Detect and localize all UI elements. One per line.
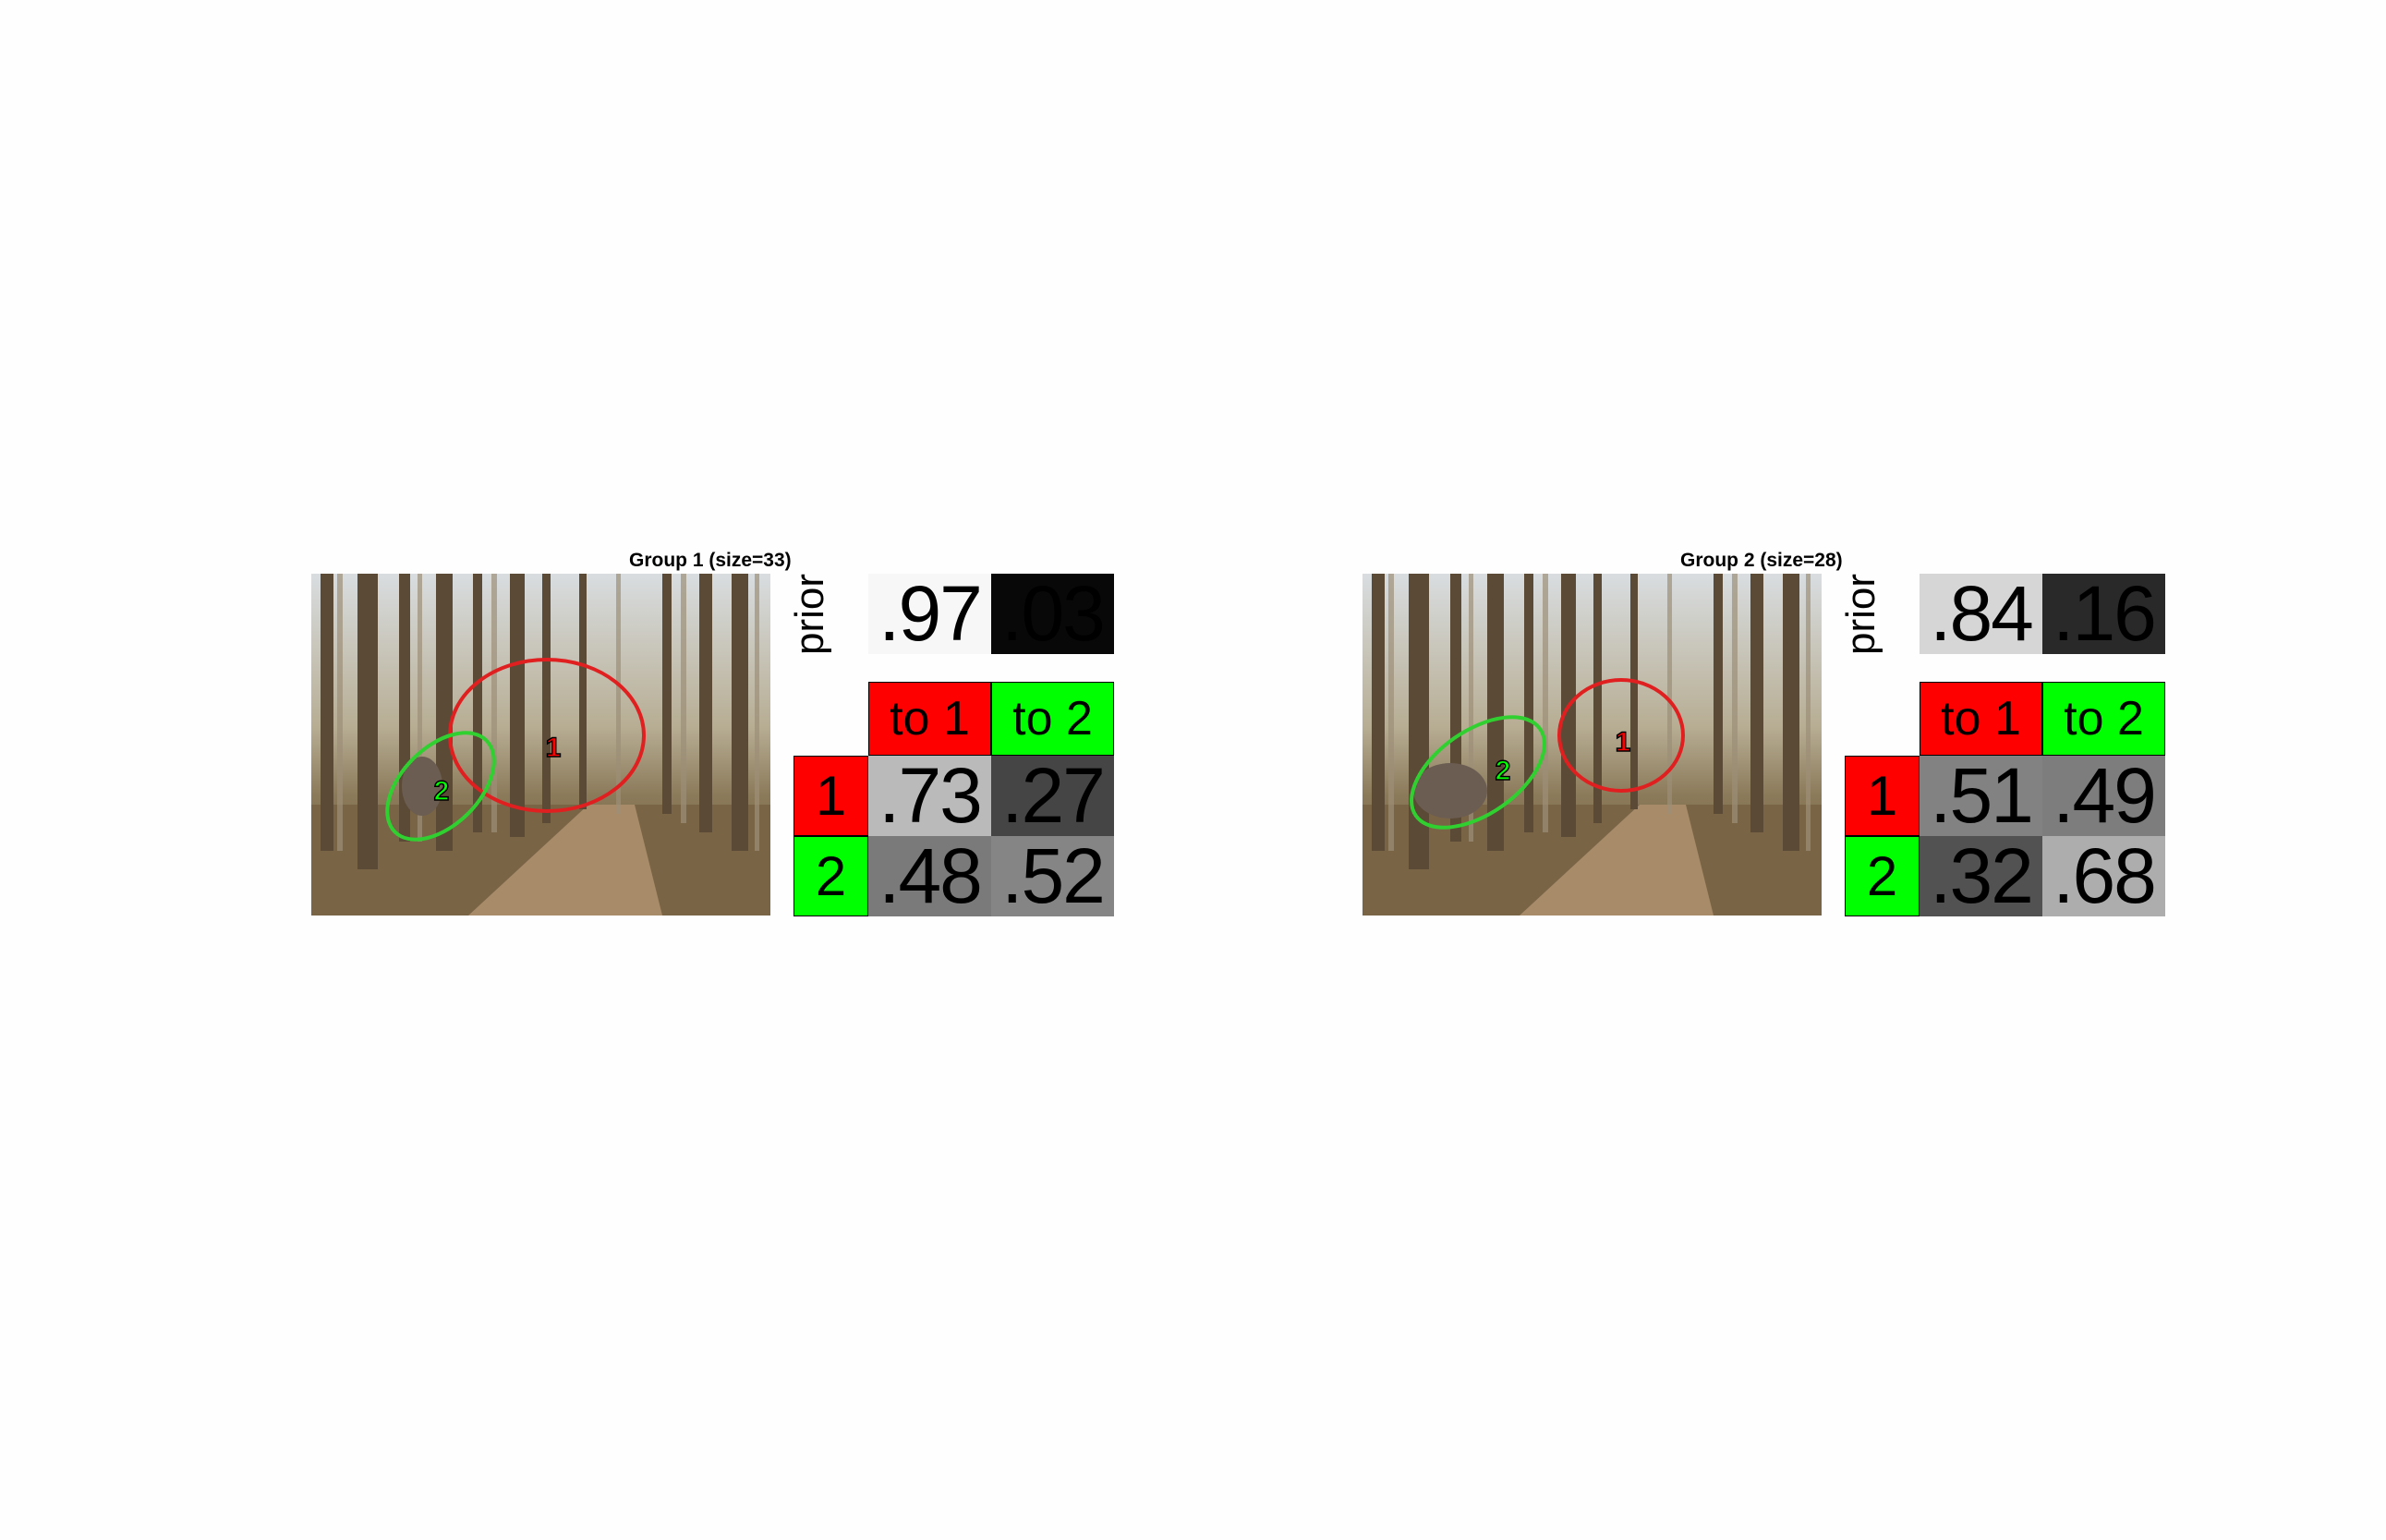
group-1-panel: Group 1 (size=33) [311,550,1143,933]
segment-2-ellipse [385,731,496,842]
prior-label: prior [787,573,832,656]
prior-cell-2: .03 [991,574,1114,654]
matrix-cell-2-2: .52 [991,836,1114,916]
col-header-to-2: to 2 [2042,682,2165,756]
forest-scene-image: 1 2 [1363,574,1822,916]
row-header-2: 2 [793,836,868,916]
group-title: Group 1 (size=33) [311,550,1143,577]
col-header-to-1: to 1 [868,682,991,756]
segment-2-ellipse [1410,715,1546,830]
row-header-2: 2 [1845,836,1920,916]
segment-1-label: 1 [546,733,562,763]
segment-2-label: 2 [1496,756,1511,786]
matrix-cell-2-2: .68 [2042,836,2165,916]
group-title-text: Group 1 (size=33) [629,550,792,571]
matrix-cell-1-2: .27 [991,756,1114,836]
prior-cell-1: .84 [1920,574,2042,654]
segment-1-ellipse [1557,678,1685,793]
group-title-text: Group 2 (size=28) [1680,550,1843,571]
group-2-panel: Group 2 (size=28) [1363,550,2194,933]
segment-1-label: 1 [1616,727,1631,758]
prior-label: prior [1838,573,1883,656]
group-title: Group 2 (size=28) [1363,550,2194,577]
matrix-cell-2-1: .32 [1920,836,2042,916]
matrix-cell-1-2: .49 [2042,756,2165,836]
col-header-to-1: to 1 [1920,682,2042,756]
prior-cell-1: .97 [868,574,991,654]
matrix-cell-1-1: .51 [1920,756,2042,836]
row-header-1: 1 [793,756,868,836]
prior-cell-2: .16 [2042,574,2165,654]
row-header-1: 1 [1845,756,1920,836]
col-header-to-2: to 2 [991,682,1114,756]
matrix-cell-2-1: .48 [868,836,991,916]
forest-scene-image: 1 2 [311,574,770,916]
segment-2-label: 2 [434,776,450,806]
matrix-cell-1-1: .73 [868,756,991,836]
